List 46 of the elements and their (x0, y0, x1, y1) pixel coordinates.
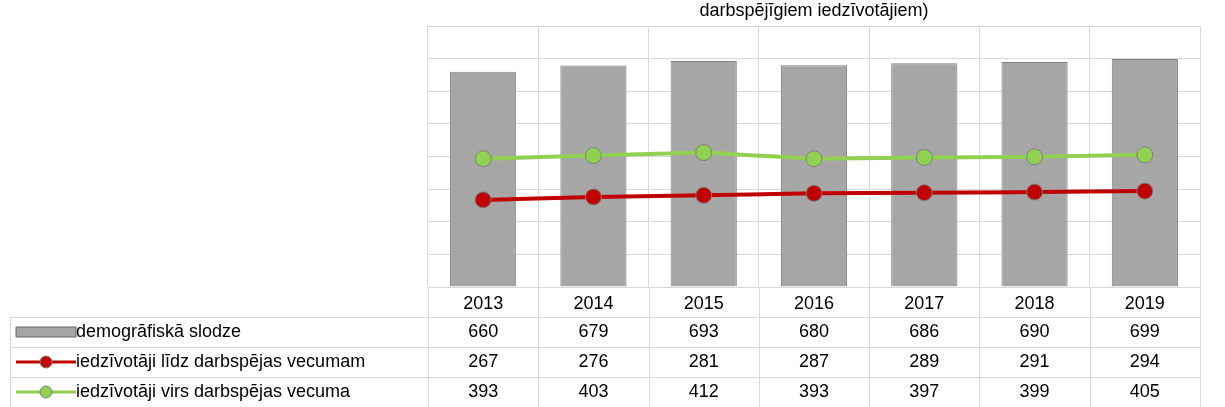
point (915, 184, 933, 202)
legend-label: iedzīvotāji līdz darbspējas vecumam (76, 350, 366, 371)
data-label: 686 (909, 320, 940, 341)
point (584, 147, 602, 165)
data-label: 405 (1129, 380, 1160, 401)
data-label: 281 (688, 350, 719, 371)
data-label: 294 (1129, 350, 1160, 371)
point (1026, 183, 1044, 201)
x-tick-label: 2014 (573, 292, 614, 313)
data-label: 690 (1019, 320, 1050, 341)
data-label: 412 (688, 380, 719, 401)
data-label: 393 (798, 380, 830, 401)
data-label: 276 (578, 350, 609, 371)
point (584, 188, 602, 206)
point (474, 150, 492, 168)
data-label: 287 (798, 350, 830, 371)
data-label: 397 (909, 380, 940, 401)
data-label: 660 (468, 320, 499, 341)
x-tick-label: 2015 (683, 292, 724, 313)
data-label: 693 (688, 320, 719, 341)
point (474, 191, 492, 209)
point (1136, 182, 1154, 200)
data-label: 679 (578, 320, 609, 341)
x-tick-label: 2017 (904, 292, 945, 313)
point (695, 144, 713, 162)
point (805, 150, 823, 168)
point (1026, 148, 1044, 166)
data-label: 680 (798, 320, 830, 341)
data-label: 291 (1019, 350, 1050, 371)
data-label: 267 (468, 350, 499, 371)
x-tick-label: 2018 (1014, 292, 1055, 313)
legend-label: demogrāfiskā slodze (76, 320, 242, 341)
data-label: 403 (578, 380, 609, 401)
data-label: 399 (1019, 380, 1050, 401)
point (695, 186, 713, 204)
x-tick-label: 2016 (793, 292, 835, 313)
point (1136, 146, 1154, 164)
x-tick-label: 2013 (463, 292, 504, 313)
legend-label: iedzīvotāji virs darbspējas vecuma (76, 380, 352, 401)
chart-title: darbspējīgiem iedzīvotājiem) (699, 0, 929, 20)
point (805, 184, 823, 202)
data-label: 393 (468, 380, 499, 401)
data-label: 699 (1129, 320, 1160, 341)
x-tick-label: 2019 (1124, 292, 1165, 313)
data-label: 289 (909, 350, 940, 371)
point (915, 148, 933, 166)
